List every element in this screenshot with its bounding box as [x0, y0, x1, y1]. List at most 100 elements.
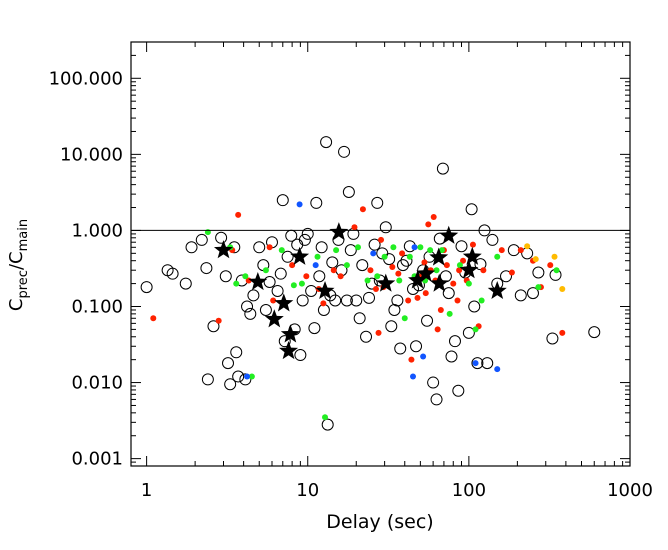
red-dot-point: [498, 247, 505, 254]
green-dot-point: [535, 284, 542, 291]
open-circle-point: [452, 384, 465, 397]
star-point: [429, 273, 449, 292]
open-circle-point: [385, 320, 398, 333]
green-dot-point: [278, 247, 285, 254]
open-circle-point: [388, 303, 401, 316]
red-dot-point: [150, 315, 157, 322]
open-circle-point: [468, 300, 481, 313]
plot-frame: [130, 41, 631, 467]
open-circle-point: [462, 326, 475, 339]
orange-dot-point: [532, 256, 539, 263]
open-circle-point: [313, 270, 326, 283]
y-label-mid: /C: [6, 251, 27, 270]
open-circle-point: [244, 307, 257, 320]
y-tick-label: 10.000: [60, 144, 123, 165]
open-circle-point: [239, 373, 252, 386]
y-tick-label: 0.010: [71, 373, 123, 394]
star-point: [274, 293, 294, 312]
blue-dot-point: [409, 373, 416, 380]
blue-dot-point: [244, 373, 251, 380]
y-label-sub2: main: [16, 219, 31, 251]
open-circle-point: [276, 194, 289, 207]
open-circle-point: [371, 196, 384, 209]
star-point: [329, 222, 349, 241]
open-circle-point: [200, 262, 213, 275]
red-dot-point: [372, 285, 379, 292]
star-point: [439, 225, 459, 244]
star-point: [416, 263, 436, 282]
red-dot-point: [289, 262, 296, 269]
red-dot-point: [270, 297, 277, 304]
open-circle-point: [400, 254, 413, 267]
open-circle-point: [278, 335, 291, 348]
open-circle-point: [342, 186, 355, 199]
open-circle-point: [363, 291, 376, 304]
open-circle-point: [215, 231, 228, 244]
open-circle-point: [406, 282, 419, 295]
red-dot-point: [437, 306, 444, 313]
x-tick-label: 10: [296, 480, 319, 501]
star-point: [487, 280, 507, 300]
y-tick-label: 0.001: [71, 449, 123, 470]
red-dot-point: [367, 267, 374, 274]
star-point: [462, 246, 482, 265]
green-dot-point: [381, 253, 388, 260]
open-circle-point: [253, 241, 266, 254]
open-circle-point: [365, 277, 378, 290]
red-dot-point: [430, 214, 437, 221]
x-tick-label: 1000: [607, 480, 653, 501]
red-dot-point: [414, 294, 421, 301]
open-circle-point: [500, 270, 513, 283]
open-circle-point: [321, 418, 334, 431]
green-dot-point: [390, 244, 397, 251]
open-circle-point: [455, 240, 468, 253]
red-dot-point: [422, 290, 429, 297]
red-dot-point: [434, 326, 441, 333]
open-circle-point: [481, 357, 494, 370]
green-dot-point: [406, 253, 413, 260]
green-dot-point: [446, 310, 453, 317]
red-dot-point: [559, 329, 566, 336]
red-dot-point: [399, 250, 406, 257]
open-circle-point: [353, 312, 366, 325]
green-dot-point: [248, 373, 255, 380]
green-dot-point: [354, 244, 361, 251]
open-circle-point: [281, 250, 294, 263]
red-dot-point: [408, 356, 415, 363]
open-circle-point: [222, 357, 235, 370]
open-circle-point: [471, 357, 484, 370]
open-circle-point: [263, 275, 276, 288]
open-circle-point: [195, 233, 208, 246]
open-circle-point: [326, 256, 339, 269]
open-circle-point: [465, 203, 478, 216]
star-point: [459, 260, 479, 279]
open-circle-point: [320, 136, 333, 149]
open-circle-point: [294, 349, 307, 362]
open-circle-point: [391, 294, 404, 307]
y-tick-label: 100.000: [49, 68, 123, 89]
green-dot-point: [290, 282, 297, 289]
star-point: [213, 240, 233, 259]
red-dot-point: [456, 267, 463, 274]
open-circle-point: [329, 294, 342, 307]
red-dot-point: [460, 257, 467, 264]
open-circle-point: [350, 294, 363, 307]
green-dot-point: [343, 262, 350, 269]
open-circle-point: [291, 238, 304, 251]
red-dot-point: [450, 280, 457, 287]
red-dot-point: [421, 259, 428, 266]
red-dot-point: [351, 224, 358, 231]
open-circle-point: [230, 346, 243, 359]
orange-dot-point: [524, 243, 531, 250]
green-dot-point: [433, 267, 440, 274]
open-circle-point: [274, 267, 287, 280]
red-dot-point: [330, 267, 337, 274]
star-point: [280, 324, 300, 343]
star-point: [248, 271, 268, 291]
axis-ticks: 1 10 100 1000 0.001 0.010 0.100 1.000 10.000 100.…: [49, 41, 653, 501]
open-circle-point: [396, 259, 409, 272]
open-circle-point: [344, 244, 357, 257]
open-circle-point: [140, 281, 153, 294]
red-dot-point: [454, 297, 461, 304]
